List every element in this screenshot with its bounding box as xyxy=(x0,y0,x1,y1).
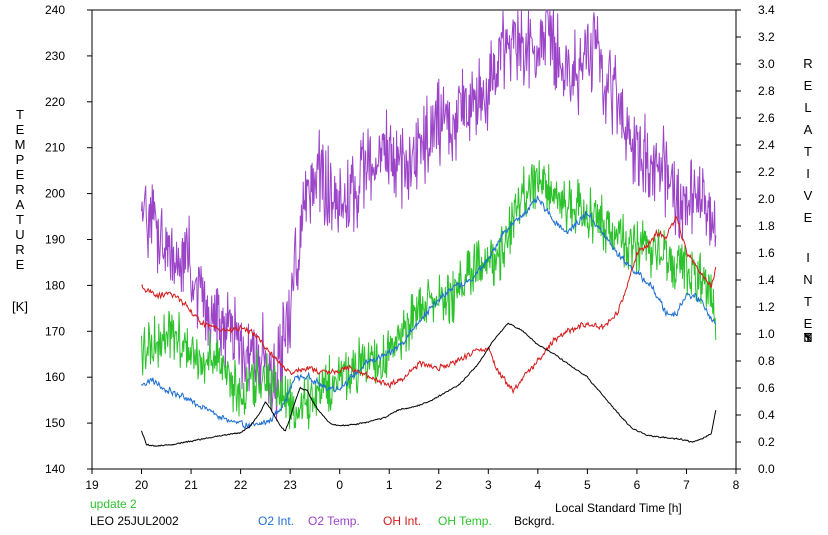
x-tick-label: 23 xyxy=(283,478,297,492)
y-right-title-letter: T xyxy=(804,144,812,159)
x-tick-label: 2 xyxy=(435,478,442,492)
y-right-title-letter: I xyxy=(806,166,810,181)
y-left-tick-label: 180 xyxy=(45,278,65,292)
x-tick-label: 19 xyxy=(85,478,99,492)
y-right-tick-label: 0.8 xyxy=(758,354,775,368)
x-tick-label: 1 xyxy=(386,478,393,492)
y-left-tick-label: 200 xyxy=(45,187,65,201)
y-left-tick-label: 220 xyxy=(45,95,65,109)
legend-item: Bckgrd. xyxy=(514,514,555,528)
y-right-tick-label: 1.2 xyxy=(758,300,775,314)
legend-item: OH Temp. xyxy=(438,514,492,528)
legend-item: O2 Int. xyxy=(258,514,294,528)
y-right-title-letter: V xyxy=(804,188,813,203)
update-annotation: update 2 xyxy=(90,497,137,511)
y-left-title-letter: A xyxy=(16,197,25,212)
y-left-title-letter: P xyxy=(16,152,25,167)
y-left-title-letter: M xyxy=(15,137,26,152)
y-right-title-letter: S xyxy=(804,330,813,345)
x-tick-label: 8 xyxy=(733,478,740,492)
series-line-oh-temp xyxy=(141,160,717,430)
y-left-tick-label: 230 xyxy=(45,49,65,63)
y-right-tick-label: 2.4 xyxy=(758,138,775,152)
y-right-title-letter: I xyxy=(806,330,810,345)
y-right-tick-label: 2.6 xyxy=(758,111,775,125)
y-right-title-letter: I xyxy=(806,250,810,265)
y-right-tick-label: 1.0 xyxy=(758,327,775,341)
y-right-tick-label: 2.2 xyxy=(758,165,775,179)
legend-item: O2 Temp. xyxy=(308,514,360,528)
y-left-tick-label: 170 xyxy=(45,324,65,338)
station-annotation: LEO 25JUL2002 xyxy=(90,514,179,528)
y-right-tick-label: 1.6 xyxy=(758,246,775,260)
y-left-tick-label: 150 xyxy=(45,416,65,430)
y-left-title-letter: E xyxy=(16,257,25,272)
legend: O2 Int. O2 Temp. OH Int. OH Temp. Bckgrd. xyxy=(258,514,555,528)
x-tick-label: 4 xyxy=(535,478,542,492)
x-tick-label: 6 xyxy=(634,478,641,492)
y-right-tick-label: 2.8 xyxy=(758,84,775,98)
series-line-bckgrd xyxy=(141,322,717,447)
y-right-title-letter: A xyxy=(804,122,813,137)
series-line-o2-int xyxy=(141,195,717,430)
y-left-title-letter: T xyxy=(16,212,24,227)
x-tick-label: 0 xyxy=(336,478,343,492)
y-left-title-letter: E xyxy=(16,167,25,182)
series-layer xyxy=(141,8,717,447)
y-left-title-letter: E xyxy=(16,122,25,137)
y-left-tick-label: 140 xyxy=(45,462,65,476)
y-right-title-letter: Y xyxy=(804,330,813,345)
y-right-title-letter: N xyxy=(803,330,812,345)
y-right-title-letter: E xyxy=(804,78,813,93)
y-right-tick-label: 3.0 xyxy=(758,57,775,71)
y-left-title-letter: R xyxy=(15,242,24,257)
x-tick-label: 3 xyxy=(485,478,492,492)
y-right-tick-label: 1.8 xyxy=(758,219,775,233)
x-tick-label: 7 xyxy=(683,478,690,492)
y-right-title-letter: R xyxy=(803,56,812,71)
y-right-tick-label: 3.2 xyxy=(758,30,775,44)
x-tick-label: 5 xyxy=(584,478,591,492)
y-right-tick-label: 1.4 xyxy=(758,273,775,287)
y-right-title-letter: T xyxy=(804,330,812,345)
y-left-title-letter: R xyxy=(15,182,24,197)
x-tick-label: 21 xyxy=(184,478,198,492)
y-right-tick-label: 3.4 xyxy=(758,3,775,17)
y-right-tick-label: 0.4 xyxy=(758,408,775,422)
y-right-tick-label: 2.0 xyxy=(758,192,775,206)
y-right-title-letter: N xyxy=(803,272,812,287)
x-axis-title: Local Standard Time [h] xyxy=(555,501,682,515)
y-right-tick-label: 0.0 xyxy=(758,462,775,476)
y-right-title-letter: T xyxy=(804,294,812,309)
y-right-title-letter: E xyxy=(804,210,813,225)
axes-layer: 19 20 21 22 23 0 1 2 3 4 5 6 7 8140150160170180190200… xyxy=(45,3,775,492)
y-left-title-letter: T xyxy=(16,107,24,122)
y-right-tick-label: 0.6 xyxy=(758,381,775,395)
series-line-oh-int xyxy=(141,215,717,395)
x-tick-label: 22 xyxy=(234,478,248,492)
x-tick-label: 20 xyxy=(135,478,149,492)
y-right-title-letter: L xyxy=(804,100,811,115)
y-left-tick-label: 190 xyxy=(45,233,65,247)
series-line-o2-temp xyxy=(141,8,717,422)
legend-item: OH Int. xyxy=(383,514,421,528)
y-left-tick-label: 210 xyxy=(45,141,65,155)
y-left-tick-label: 240 xyxy=(45,3,65,17)
y-right-title-letter: E xyxy=(804,316,813,331)
y-left-title-letter: U xyxy=(15,227,24,242)
y-right-tick-label: 0.2 xyxy=(758,435,775,449)
y-left-tick-label: 160 xyxy=(45,370,65,384)
y-left-unit: [K] xyxy=(12,299,28,314)
